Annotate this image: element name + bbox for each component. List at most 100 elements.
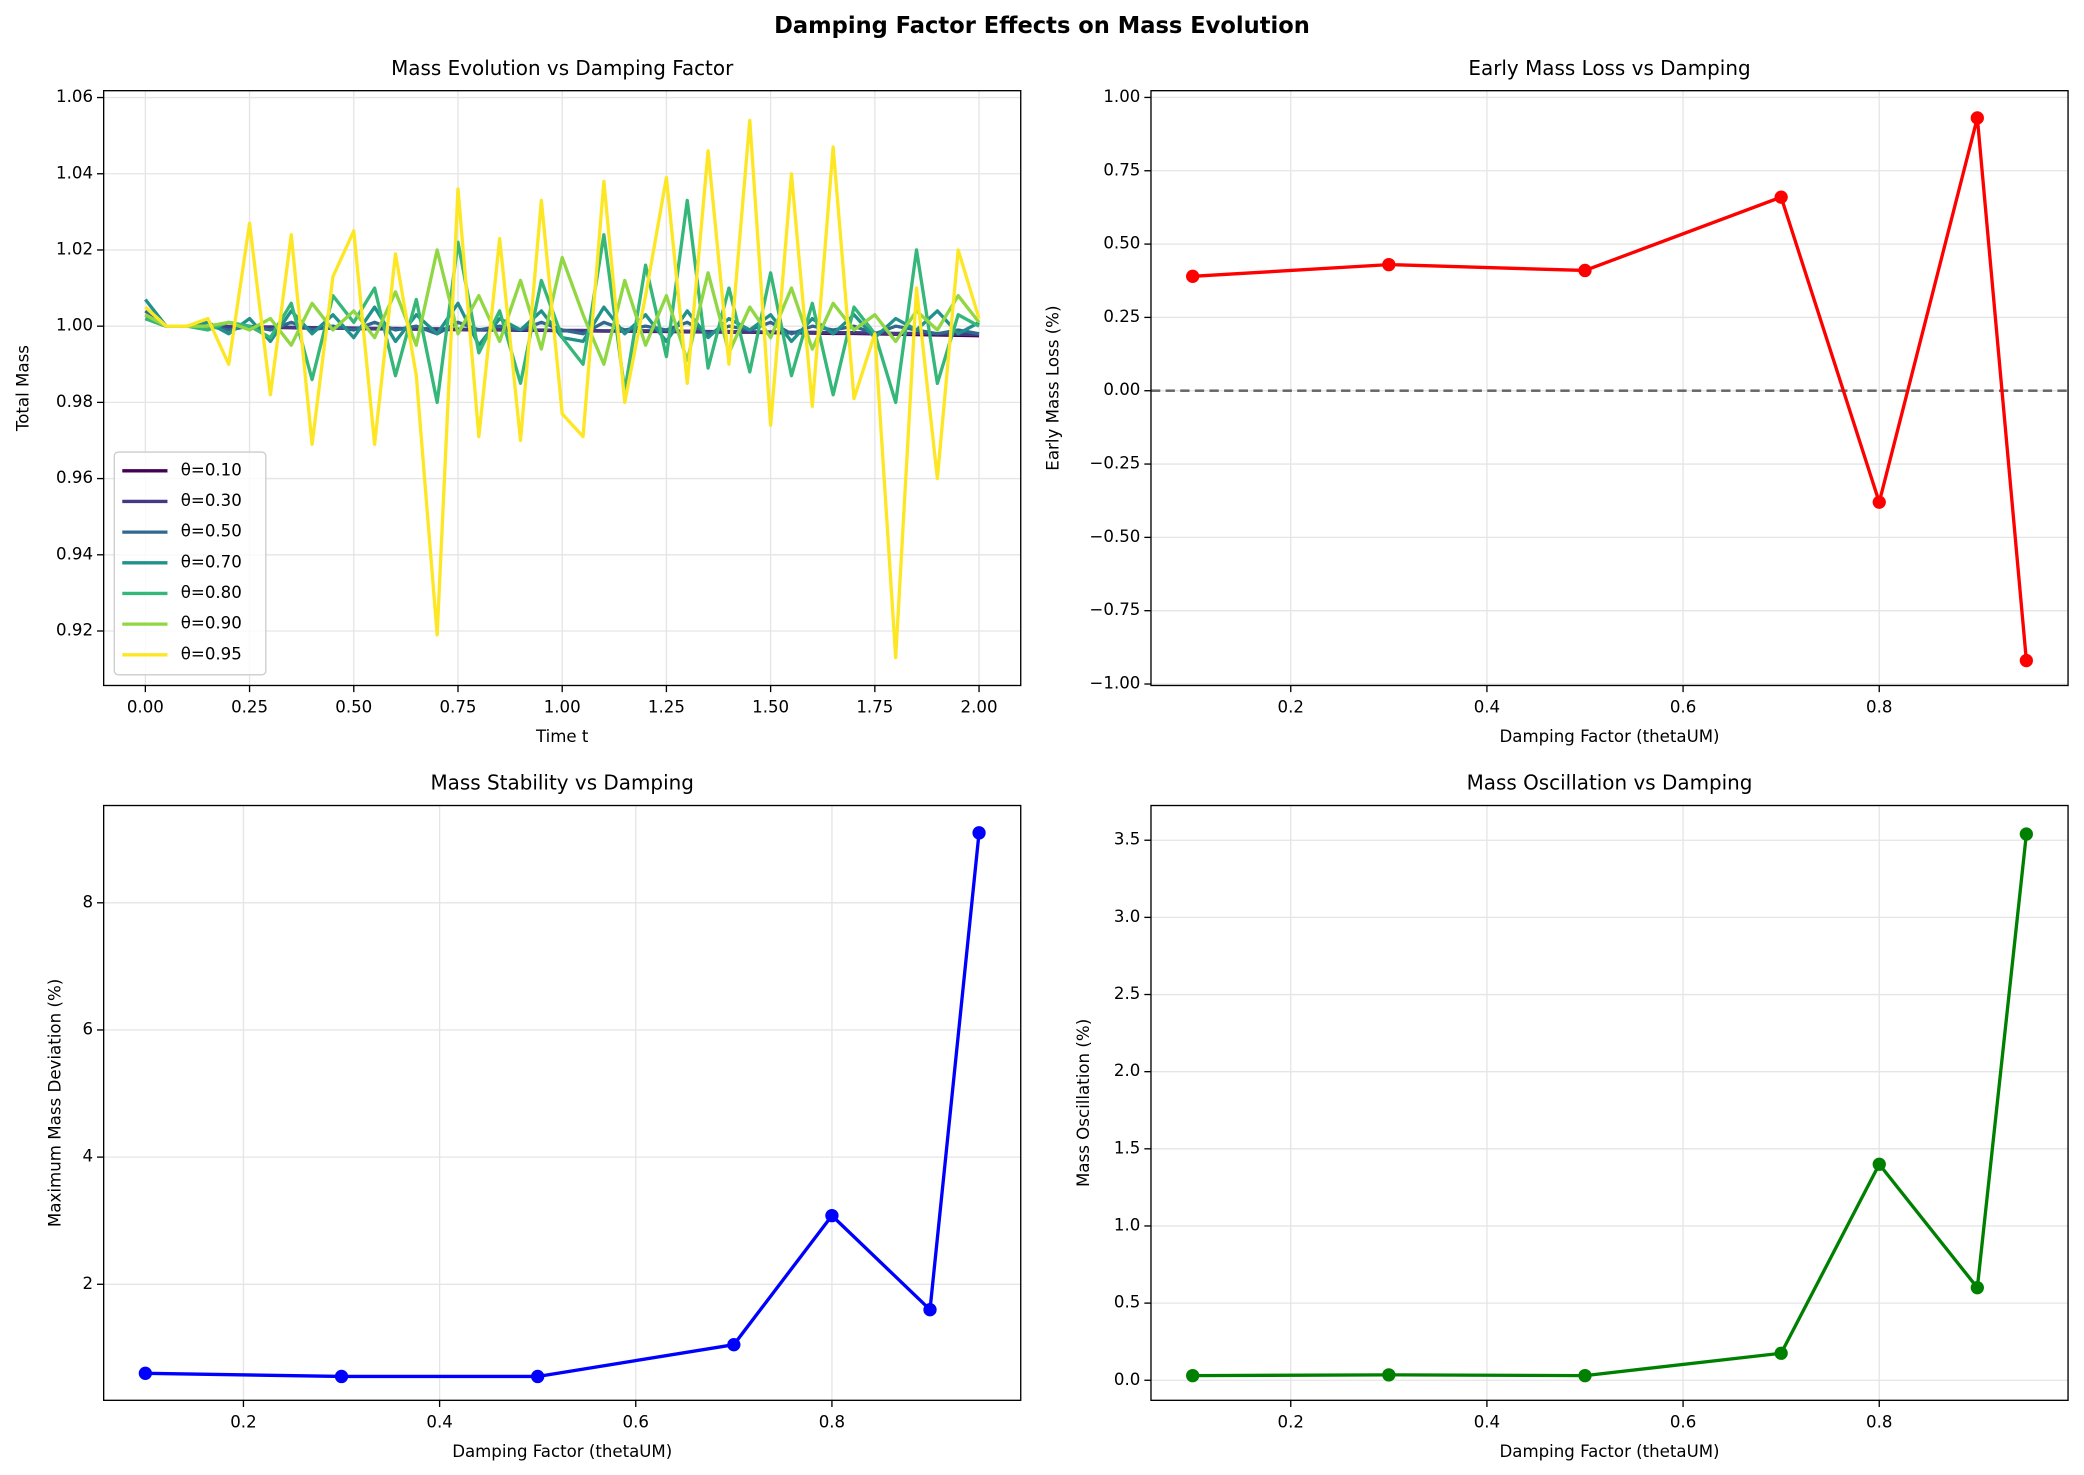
data-point [1578, 263, 1592, 278]
legend-label: θ=0.70 [181, 552, 242, 571]
x-tick-label: 0.6 [1670, 1412, 1696, 1431]
plot-frame [1150, 804, 2069, 1401]
x-tick-label: 0.4 [1474, 1412, 1500, 1431]
y-tick-label: 1.06 [56, 87, 93, 106]
x-tick-label: 0.50 [335, 698, 372, 717]
data-point [1970, 111, 1984, 125]
legend-box [113, 451, 267, 676]
x-tick-label: 0.4 [426, 1412, 452, 1431]
y-tick-label: 0.92 [56, 620, 93, 639]
y-tick-label: 0.25 [1103, 307, 1140, 326]
data-point [531, 1369, 545, 1384]
y-tick-label: 1.5 [1114, 1138, 1140, 1157]
data-point [923, 1303, 937, 1317]
y-tick-label: −0.50 [1089, 527, 1140, 546]
x-tick-label: 1.75 [856, 698, 893, 717]
chart-title: Mass Evolution vs Damping Factor [391, 56, 734, 80]
y-tick-label: 1.04 [56, 163, 93, 182]
data-point [2019, 653, 2034, 668]
x-tick-label: 0.2 [1278, 698, 1304, 717]
y-tick-label: 1.00 [1103, 87, 1140, 106]
data-line [145, 832, 981, 1379]
y-tick-label: 1.0 [1114, 1215, 1140, 1234]
x-tick-label: 1.50 [752, 698, 789, 717]
y-tick-label: 4 [82, 1147, 93, 1166]
data-point [1872, 1157, 1886, 1171]
y-tick-label: 0.50 [1103, 234, 1140, 253]
x-axis-label: Damping Factor (thetaUM) [452, 1442, 672, 1461]
data-point [2019, 827, 2034, 841]
y-tick-label: 3.0 [1114, 907, 1140, 926]
data-point [334, 1369, 349, 1384]
data-point [1774, 190, 1788, 204]
y-tick-label: 2.5 [1114, 984, 1140, 1003]
data-point [825, 1208, 839, 1223]
data-point [1186, 269, 1200, 284]
y-tick-label: 2 [82, 1274, 93, 1293]
y-axis-label: Early Mass Loss (%) [1043, 305, 1062, 470]
y-tick-label: 0.75 [1103, 160, 1140, 179]
legend-label: θ=0.10 [181, 460, 242, 479]
legend-label: θ=0.95 [181, 644, 242, 663]
data-line [1192, 116, 2029, 661]
y-tick-label: 0.00 [1103, 380, 1140, 399]
y-axis-label: Total Mass [13, 345, 32, 432]
x-axis-label: Time t [535, 727, 589, 746]
y-tick-label: 8 [82, 892, 93, 911]
y-tick-label: −1.00 [1089, 674, 1140, 693]
plot-frame [103, 90, 1022, 687]
y-tick-label: 0.5 [1114, 1293, 1140, 1312]
x-tick-label: 0.00 [127, 698, 164, 717]
x-tick-label: 0.75 [440, 698, 477, 717]
x-axis-label: Damping Factor (thetaUM) [1500, 727, 1720, 746]
y-tick-label: 2.0 [1114, 1061, 1140, 1080]
data-line [144, 118, 981, 660]
legend: θ=0.10 θ=0.30 θ=0.50 θ=0.70 θ=0.80 θ=0.90 θ=0.… [113, 451, 267, 676]
y-tick-label: 6 [82, 1019, 93, 1038]
figure-title: Damping Factor Effects on Mass Evolution [774, 13, 1310, 39]
y-tick-label: −0.75 [1089, 600, 1140, 619]
y-tick-label: 0.98 [56, 392, 93, 411]
data-point [727, 1338, 741, 1352]
x-axis-label: Damping Factor (thetaUM) [1500, 1442, 1720, 1461]
x-tick-label: 0.4 [1474, 698, 1500, 717]
x-tick-label: 0.2 [1278, 1412, 1304, 1431]
x-tick-label: 0.6 [1670, 698, 1696, 717]
x-tick-label: 0.25 [231, 698, 268, 717]
data-point [972, 826, 986, 840]
plot-frame [103, 804, 1022, 1401]
x-tick-label: 0.8 [819, 1412, 845, 1431]
y-tick-label: 0.0 [1114, 1370, 1140, 1389]
x-tick-label: 1.00 [544, 698, 581, 717]
x-tick-label: 2.00 [961, 698, 998, 717]
chart-title: Early Mass Loss vs Damping [1468, 56, 1750, 80]
y-tick-label: −0.25 [1089, 454, 1140, 473]
y-tick-label: 0.94 [56, 544, 93, 563]
data-point [1382, 1368, 1396, 1382]
x-tick-label: 0.2 [230, 1412, 256, 1431]
data-point [1970, 1281, 1984, 1295]
data-line [144, 248, 981, 366]
legend-label: θ=0.50 [181, 522, 242, 541]
data-point [138, 1366, 152, 1380]
data-line [144, 198, 980, 405]
data-point [1872, 495, 1886, 509]
x-tick-label: 1.25 [648, 698, 685, 717]
plot-frame [1150, 90, 2069, 687]
legend-label: θ=0.30 [181, 491, 242, 510]
y-axis-label: Maximum Mass Deviation (%) [45, 979, 64, 1227]
chart-title: Mass Oscillation vs Damping [1467, 771, 1753, 795]
chart-title: Mass Stability vs Damping [430, 771, 693, 795]
legend-label: θ=0.90 [181, 614, 242, 633]
data-point [1186, 1368, 1200, 1383]
data-point [1382, 257, 1396, 272]
legend-label: θ=0.80 [181, 583, 242, 602]
data-line [1192, 833, 2029, 1378]
y-tick-label: 1.00 [56, 316, 93, 335]
y-tick-label: 3.5 [1114, 830, 1140, 849]
data-point [1774, 1346, 1788, 1360]
data-point [1578, 1368, 1592, 1383]
y-axis-label: Mass Oscillation (%) [1074, 1019, 1093, 1187]
x-tick-label: 0.8 [1866, 698, 1892, 717]
